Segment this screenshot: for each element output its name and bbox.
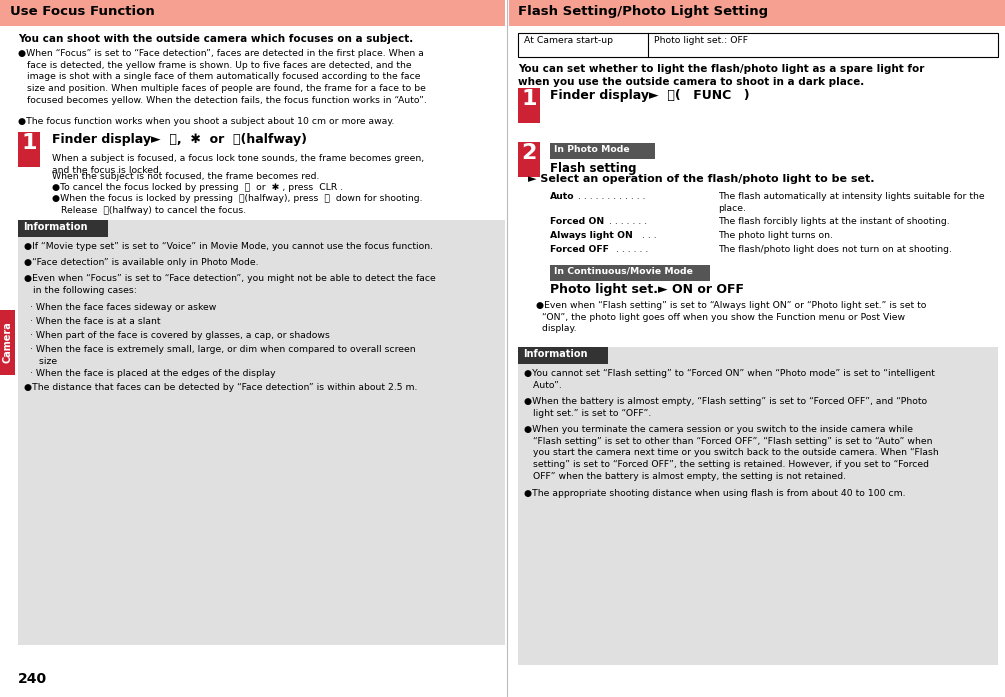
Text: ●To cancel the focus locked by pressing  ⓧ  or  ✱ , press  CLR .: ●To cancel the focus locked by pressing … [52,183,343,192]
Bar [18,220,108,237]
Bar [509,0,1005,26]
Text: Information: Information [23,222,87,232]
Bar [18,220,505,645]
Text: . . . . . . .: . . . . . . . [606,217,647,226]
Text: · When the face faces sideway or askew: · When the face faces sideway or askew [24,303,216,312]
Text: Auto: Auto [550,192,575,201]
Text: ●When the focus is locked by pressing  ⓭(halfway), press  ⓭  down for shooting.
: ●When the focus is locked by pressing ⓭(… [52,194,422,215]
Text: · When the face is at a slant: · When the face is at a slant [24,317,161,326]
Text: ●“Face detection” is available only in Photo Mode.: ●“Face detection” is available only in P… [24,258,258,267]
Bar [0,310,15,375]
Text: 2: 2 [521,143,537,163]
Text: . . . . . . . . . . . .: . . . . . . . . . . . . [578,192,645,201]
Text: You can shoot with the outside camera which focuses on a subject.: You can shoot with the outside camera wh… [18,34,413,44]
Text: ●The appropriate shooting distance when using flash is from about 40 to 100 cm.: ●The appropriate shooting distance when … [524,489,906,498]
Text: ●Even when “Flash setting” is set to “Always light ON” or “Photo light set.” is : ●Even when “Flash setting” is set to “Al… [536,301,927,333]
Bar [0,0,505,26]
Text: The flash/photo light does not turn on at shooting.: The flash/photo light does not turn on a… [718,245,952,254]
Text: 1: 1 [21,133,36,153]
Text: ●When you terminate the camera session or you switch to the inside camera while
: ●When you terminate the camera session o… [524,425,939,481]
Text: Flash setting: Flash setting [550,162,636,175]
Text: Always light ON: Always light ON [550,231,633,240]
Bar [518,88,540,123]
Text: When a subject is focused, a focus lock tone sounds, the frame becomes green,
an: When a subject is focused, a focus lock … [52,154,424,175]
Bar [518,142,540,177]
Text: Camera: Camera [2,321,12,363]
Text: ●When the battery is almost empty, “Flash setting” is set to “Forced OFF”, and “: ●When the battery is almost empty, “Flas… [524,397,928,418]
Text: When the subject is not focused, the frame becomes red.: When the subject is not focused, the fra… [52,172,320,181]
Text: Photo light set.► ON or OFF: Photo light set.► ON or OFF [550,283,744,296]
Text: ► Select an operation of the flash/photo light to be set.: ► Select an operation of the flash/photo… [528,174,874,184]
Text: Finder display►  ⓧ,  ✱  or  ⓭(halfway): Finder display► ⓧ, ✱ or ⓭(halfway) [52,133,307,146]
Bar [550,265,710,281]
Text: In Continuous/Movie Mode: In Continuous/Movie Mode [554,267,692,276]
Text: Finder display►  ⓮( FUNC ): Finder display► ⓮( FUNC ) [550,89,750,102]
Text: · When part of the face is covered by glasses, a cap, or shadows: · When part of the face is covered by gl… [24,331,330,340]
Text: You can set whether to light the flash/photo light as a spare light for
when you: You can set whether to light the flash/p… [518,64,925,87]
Text: The flash forcibly lights at the instant of shooting.: The flash forcibly lights at the instant… [718,217,950,226]
Text: ●Even when “Focus” is set to “Face detection”, you might not be able to detect t: ●Even when “Focus” is set to “Face detec… [24,274,436,295]
Text: Forced OFF: Forced OFF [550,245,609,254]
Text: · When the face is extremely small, large, or dim when compared to overall scree: · When the face is extremely small, larg… [24,345,416,366]
Text: · When the face is placed at the edges of the display: · When the face is placed at the edges o… [24,369,275,378]
Text: ●When “Focus” is set to “Face detection”, faces are detected in the first place.: ●When “Focus” is set to “Face detection”… [18,49,427,105]
Text: ●If “Movie type set” is set to “Voice” in Movie Mode, you cannot use the focus f: ●If “Movie type set” is set to “Voice” i… [24,242,433,251]
Text: 240: 240 [18,672,47,686]
Text: . . .: . . . [642,231,656,240]
Text: 1: 1 [521,89,537,109]
Text: ●The distance that faces can be detected by “Face detection” is within about 2.5: ●The distance that faces can be detected… [24,383,417,392]
Text: In Photo Mode: In Photo Mode [554,145,629,154]
Text: . . . . . .: . . . . . . [613,245,648,254]
Text: The photo light turns on.: The photo light turns on. [718,231,833,240]
Text: Photo light set.: OFF: Photo light set.: OFF [654,36,748,45]
Text: Forced ON: Forced ON [550,217,604,226]
Text: At Camera start-up: At Camera start-up [524,36,613,45]
Text: Use Focus Function: Use Focus Function [10,5,155,18]
Text: Information: Information [523,349,588,359]
Text: ●You cannot set “Flash setting” to “Forced ON” when “Photo mode” is set to “inte: ●You cannot set “Flash setting” to “Forc… [524,369,935,390]
Text: Flash Setting/Photo Light Setting: Flash Setting/Photo Light Setting [518,5,768,18]
Bar [518,347,998,665]
Bar [518,347,608,364]
Text: ●The focus function works when you shoot a subject about 10 cm or more away.: ●The focus function works when you shoot… [18,117,394,126]
Bar [518,33,998,57]
Text: The flash automatically at intensity lights suitable for the
place.: The flash automatically at intensity lig… [718,192,985,213]
Bar [18,132,40,167]
Bar [550,143,655,159]
